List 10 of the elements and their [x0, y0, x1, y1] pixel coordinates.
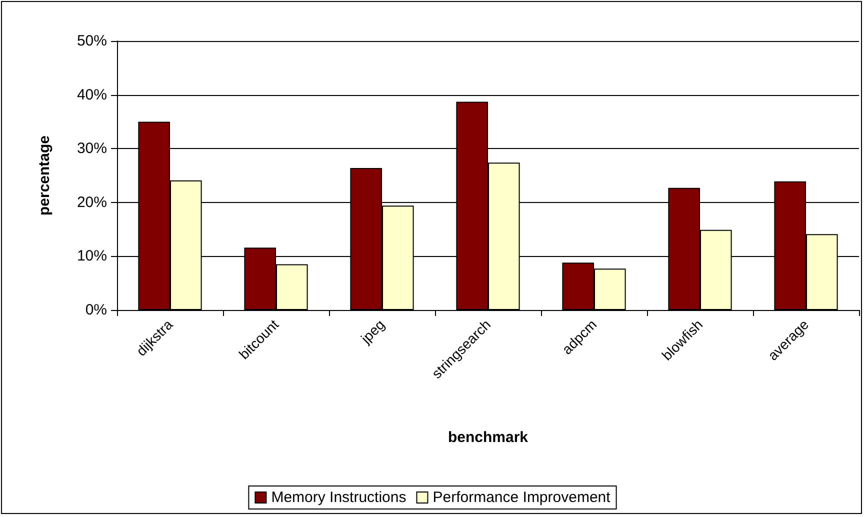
y-tick-label: 40%: [76, 86, 107, 104]
y-tick-label: 50%: [76, 32, 107, 50]
y-tick-label: 10%: [76, 248, 107, 265]
x-axis-title: benchmark: [448, 429, 529, 446]
legend-label: Performance Improvement: [432, 489, 612, 506]
y-tick-label: 30%: [76, 140, 107, 158]
y-tick-label: 0%: [85, 302, 107, 318]
legend-label: Memory Instructions: [271, 489, 406, 506]
y-tick-label: 20%: [76, 194, 107, 211]
y-axis-title: percentage: [36, 135, 53, 216]
